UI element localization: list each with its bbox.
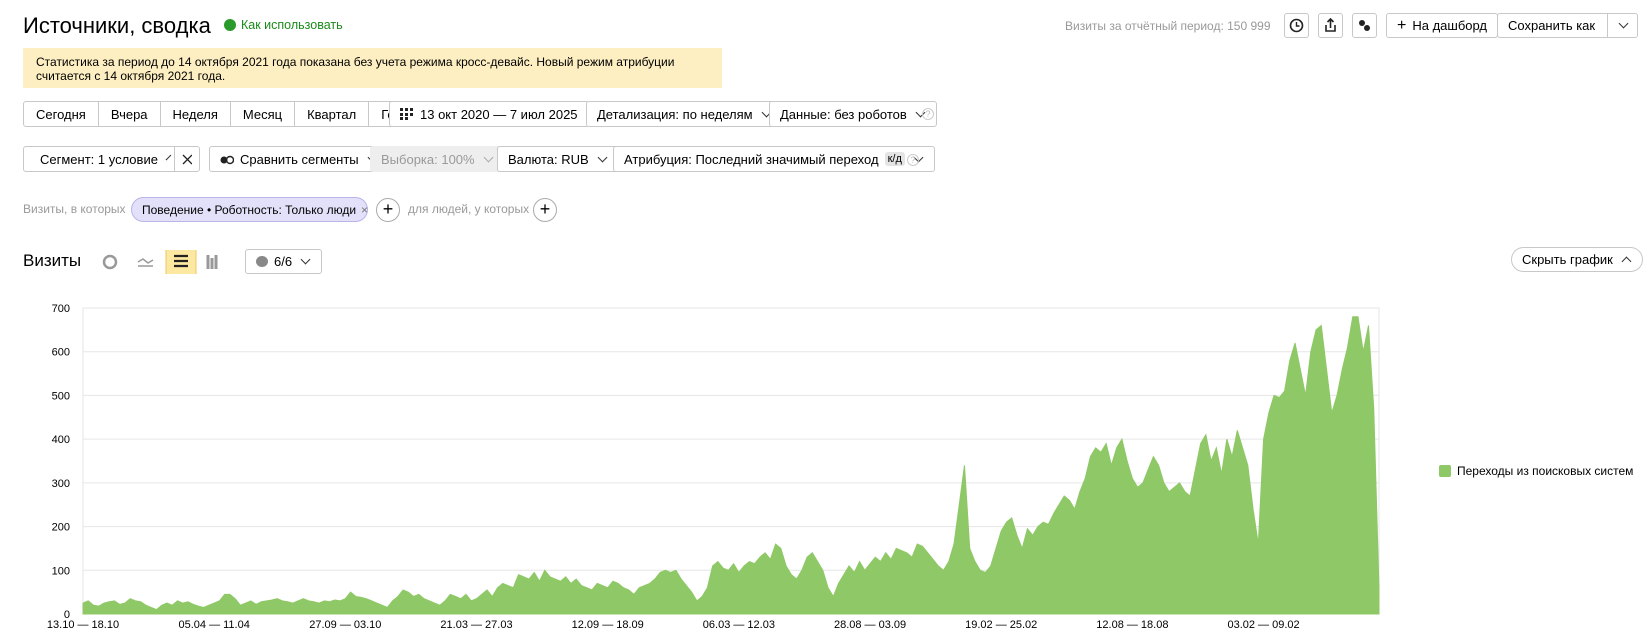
filter-prefix: Визиты, в которых: [23, 202, 126, 216]
legend-label[interactable]: Переходы из поисковых систем: [1457, 464, 1634, 478]
hide-chart-button[interactable]: Скрыть график: [1511, 247, 1643, 272]
period-button[interactable]: Вчера: [99, 102, 161, 126]
x-tick-label: 27.09 — 03.10: [309, 619, 381, 631]
filter-condition[interactable]: Поведение • Роботность: Только люди ×: [131, 197, 368, 222]
help-icon[interactable]: ?: [922, 108, 934, 120]
y-tick-label: 0: [64, 609, 70, 621]
date-range-button[interactable]: 13 окт 2020 — 7 июл 2025: [389, 101, 589, 127]
add-filter[interactable]: +: [376, 198, 400, 222]
legend: Переходы из поисковых систем: [1439, 464, 1633, 478]
x-tick-label: 19.02 — 25.02: [965, 619, 1037, 631]
attribution[interactable]: Атрибуция: Последний значимый переход: [624, 151, 879, 167]
y-tick-label: 600: [52, 347, 70, 359]
compare[interactable]: Сравнить сегменты: [240, 151, 359, 167]
data-filter-button[interactable]: Данные: без роботов: [769, 101, 937, 127]
segment-button[interactable]: Сегмент: 1 условие: [23, 146, 175, 172]
x-tick-label: 06.03 — 12.03: [703, 619, 775, 631]
help-link[interactable]: Как использовать: [224, 18, 343, 32]
period-button[interactable]: Квартал: [295, 102, 370, 126]
y-tick-label: 100: [52, 565, 70, 577]
x-tick-label: 03.02 — 09.02: [1227, 619, 1299, 631]
sample-button[interactable]: Выборка: 100%: [370, 146, 505, 172]
y-tick-label: 200: [52, 522, 70, 534]
add-filter[interactable]: +: [533, 198, 557, 222]
dashboard-button[interactable]: + На дашборд: [1386, 13, 1499, 38]
save-button[interactable]: Сохранить как: [1497, 13, 1639, 38]
y-tick-label: 400: [52, 434, 70, 446]
segment[interactable]: Сегмент: 1 условие: [40, 151, 158, 167]
y-tick-label: 300: [52, 478, 70, 490]
segment-clear[interactable]: [174, 146, 200, 172]
export-button[interactable]: [1318, 13, 1343, 38]
chart: 0 100 200 300 400 500 600 700 13.10 — 18.10 05.04…: [47, 303, 1380, 631]
period-button[interactable]: Месяц: [231, 102, 296, 126]
page-title: Источники, сводка: [23, 13, 211, 38]
x-tick-label: 13.10 — 18.10: [47, 619, 119, 631]
attribution-badge: к/д: [884, 152, 905, 166]
compare-button[interactable]: Сравнить сегменты: [209, 146, 389, 172]
chart-type-switch[interactable]: [100, 250, 220, 274]
filter-prefix: для людей, у которых: [408, 202, 530, 216]
filter-condition-text[interactable]: Поведение • Роботность: Только люди: [142, 203, 357, 217]
share-button[interactable]: [1352, 13, 1377, 38]
area: [82, 316, 1380, 615]
notice-line: Статистика за период до 14 октября 2021 …: [36, 55, 675, 69]
y-tick-label: 700: [52, 303, 70, 315]
annotations-count[interactable]: 6/6: [274, 254, 293, 269]
notice: Статистика за период до 14 октября 2021 …: [23, 48, 722, 88]
currency[interactable]: Валюта: RUB: [508, 151, 589, 167]
data-filter[interactable]: Данные: без роботов: [780, 106, 907, 122]
hide-chart[interactable]: Скрыть график: [1522, 252, 1613, 267]
legend-swatch[interactable]: [1439, 465, 1451, 477]
period-button[interactable]: Неделя: [161, 102, 231, 126]
period-buttons: Сегодня Вчера Неделя Месяц Квартал Год: [23, 101, 415, 127]
period-button[interactable]: Сегодня: [24, 102, 99, 126]
x-tick-label: 05.04 — 11.04: [178, 619, 249, 631]
detail-button[interactable]: Детализация: по неделям: [586, 101, 783, 127]
notice-line: считается с 14 октября 2021 года.: [36, 69, 226, 83]
annotations-button[interactable]: 6/6: [245, 249, 323, 274]
dashboard-button-text[interactable]: На дашборд: [1412, 18, 1488, 33]
help-link-text[interactable]: Как использовать: [241, 18, 343, 32]
x-tick-label: 12.09 — 18.09: [572, 619, 644, 631]
save-button-text[interactable]: Сохранить как: [1508, 18, 1596, 33]
x-tick-label: 28.08 — 03.09: [834, 619, 906, 631]
detail[interactable]: Детализация: по неделям: [597, 106, 753, 122]
visits-total: Визиты за отчётный период: 150 999: [1065, 19, 1271, 33]
y-tick-label: 500: [52, 390, 70, 402]
sample[interactable]: Выборка: 100%: [381, 151, 475, 167]
chart-title: Визиты: [23, 251, 82, 270]
x-tick-label: 12.08 — 18.08: [1096, 619, 1168, 631]
history-button[interactable]: [1284, 13, 1309, 38]
attribution-button[interactable]: Атрибуция: Последний значимый переход к/д: [613, 146, 935, 172]
help-icon[interactable]: ?: [907, 154, 919, 166]
date-range[interactable]: 13 окт 2020 — 7 июл 2025: [420, 106, 578, 122]
x-tick-label: 21.03 — 27.03: [440, 619, 512, 631]
currency-button[interactable]: Валюта: RUB: [497, 146, 619, 172]
